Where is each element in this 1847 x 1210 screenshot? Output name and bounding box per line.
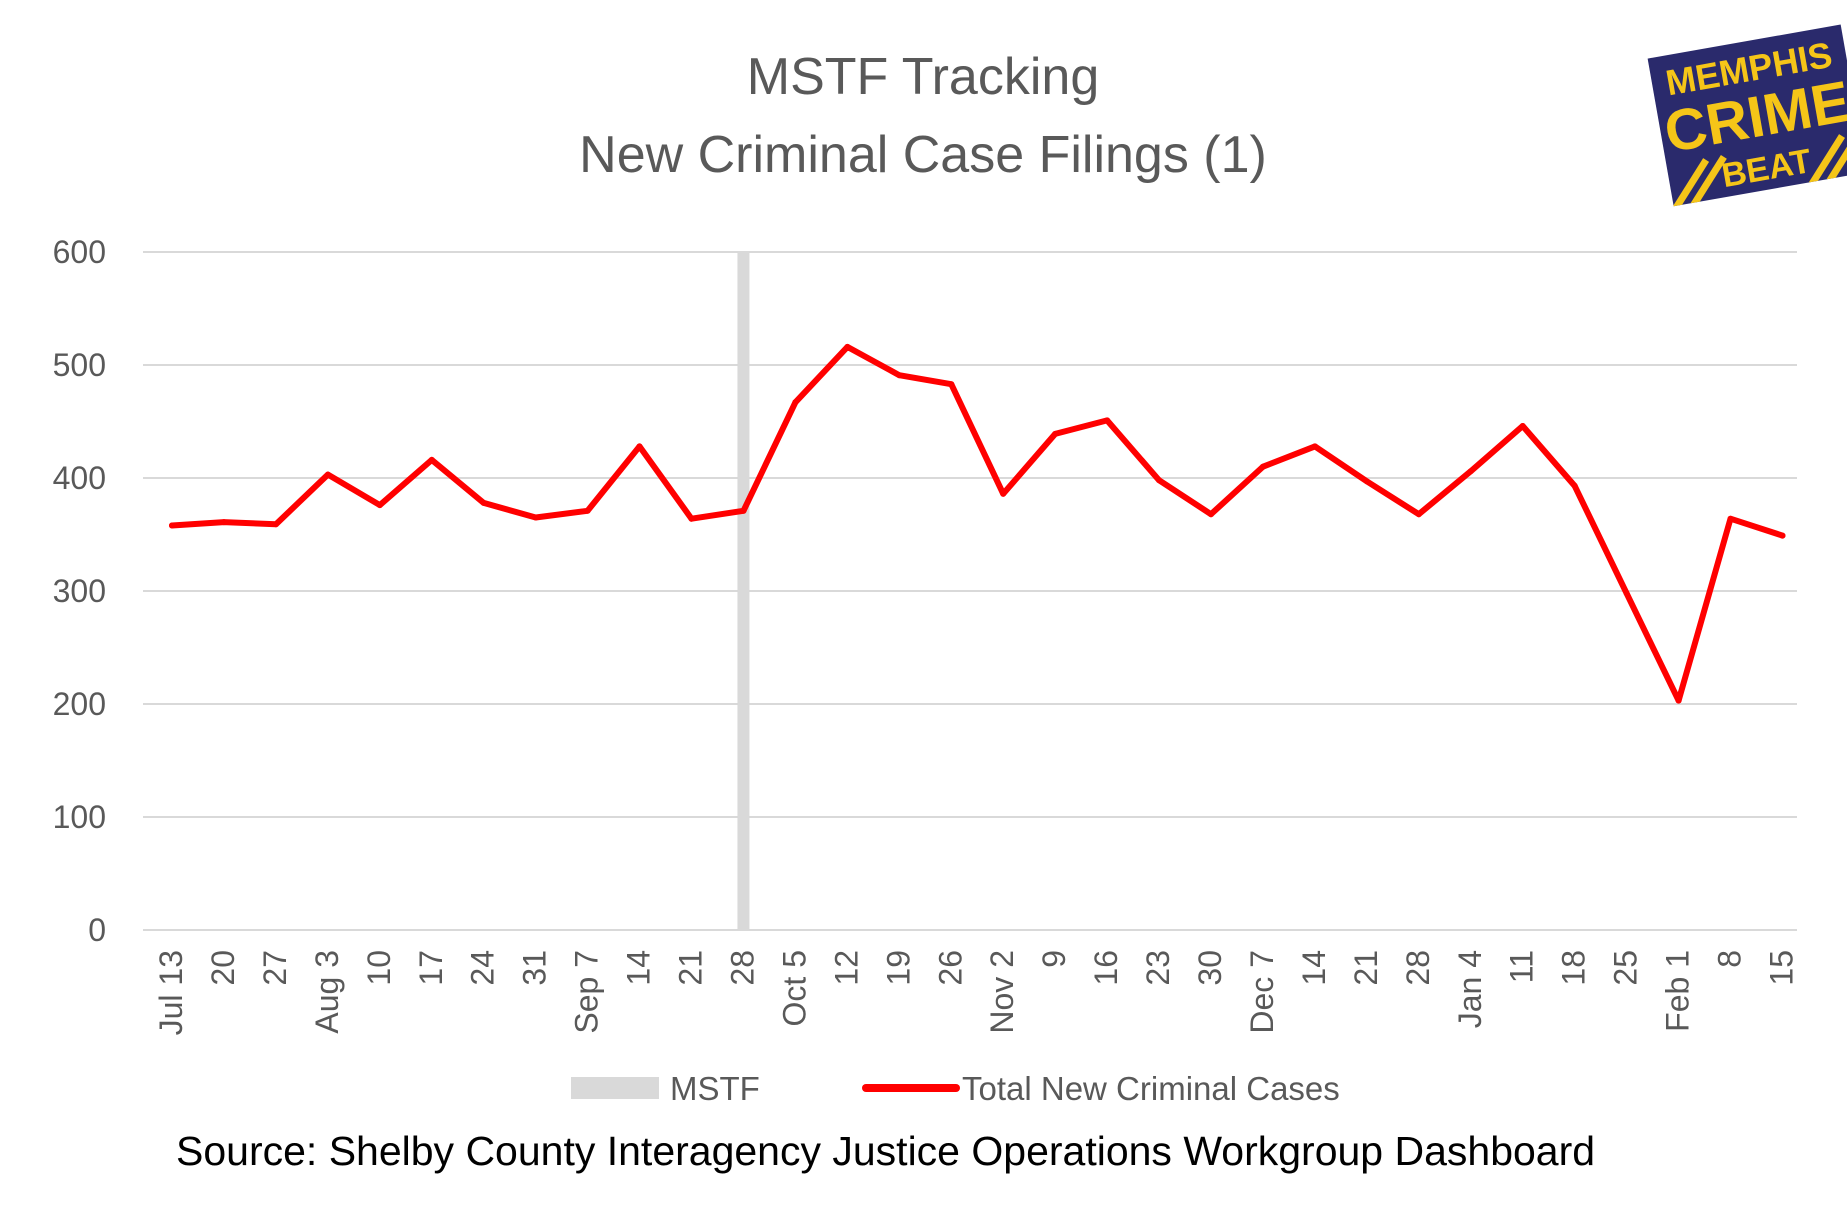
- x-tick-label: 24: [465, 950, 501, 986]
- data-point: [532, 514, 539, 521]
- x-tick-label: 19: [880, 950, 916, 986]
- data-point: [1727, 515, 1734, 522]
- x-tick-label: 26: [932, 950, 968, 986]
- logo-stripes: [1673, 131, 1847, 207]
- data-point: [1779, 532, 1786, 539]
- data-point: [1260, 463, 1266, 470]
- x-tick-label: 27: [257, 950, 293, 986]
- x-tick-label: 28: [724, 950, 760, 986]
- source-note: Source: Shelby County Interagency Justic…: [176, 1128, 1595, 1174]
- x-tick-label: Aug 3: [309, 950, 345, 1034]
- legend-mstf-label: MSTF: [670, 1070, 760, 1107]
- x-tick-label: Feb 1: [1660, 950, 1696, 1032]
- data-point: [1519, 423, 1526, 429]
- x-tick-label: 17: [413, 950, 449, 986]
- y-tick-label: 400: [53, 460, 106, 496]
- series-lines: [169, 343, 1786, 704]
- data-point: [376, 502, 383, 509]
- data-point: [428, 456, 435, 463]
- data-point: [1311, 443, 1318, 450]
- y-tick-label: 300: [53, 573, 106, 609]
- series-line-total-new-criminal-cases: [169, 343, 1786, 704]
- y-tick-label: 600: [53, 234, 106, 270]
- data-point: [636, 443, 643, 450]
- data-point: [1156, 477, 1163, 484]
- data-point: [1571, 482, 1578, 489]
- data-point: [1000, 490, 1007, 497]
- x-tick-label: Jul 13: [153, 950, 189, 1035]
- x-tick-label: Nov 2: [984, 950, 1020, 1034]
- data-point: [896, 372, 903, 379]
- legend-series-label: Total New Criminal Cases: [962, 1070, 1340, 1107]
- x-tick-label: 28: [1400, 950, 1436, 986]
- x-tick-label: 21: [1348, 950, 1384, 986]
- y-tick-label: 0: [88, 912, 106, 948]
- logo-stripe: [1808, 134, 1845, 186]
- y-tick-label: 100: [53, 799, 106, 835]
- data-point: [844, 343, 851, 350]
- x-tick-label: 23: [1140, 950, 1176, 986]
- data-point: [584, 507, 591, 514]
- grid: [143, 251, 1797, 931]
- y-tick-label: 500: [53, 347, 106, 383]
- x-tick-label: 12: [828, 950, 864, 986]
- data-point: [169, 522, 175, 529]
- x-tick-label: 25: [1608, 950, 1644, 986]
- x-tick-label: Dec 7: [1244, 950, 1280, 1034]
- legend: MSTF Total New Criminal Cases: [571, 1070, 1340, 1107]
- data-point: [1052, 430, 1059, 437]
- memphis-crime-beat-logo: MEMPHIS CRIME BEAT: [1647, 24, 1847, 207]
- logo-stripe: [1826, 131, 1847, 183]
- data-point: [1623, 590, 1630, 597]
- x-tick-label: 11: [1504, 950, 1540, 983]
- data-point: [948, 381, 955, 388]
- data-point: [1675, 697, 1682, 704]
- x-tick-label: 18: [1556, 950, 1592, 986]
- chart-subtitle: New Criminal Case Filings (1): [579, 126, 1267, 184]
- x-tick-label: 31: [517, 950, 553, 986]
- data-point: [1104, 417, 1111, 424]
- data-point: [1467, 468, 1474, 475]
- x-tick-label: 8: [1712, 950, 1748, 968]
- x-tick-label: 30: [1192, 950, 1228, 986]
- y-axis-labels: 0 100 200 300 400 500 600: [53, 234, 106, 948]
- data-point: [740, 507, 747, 514]
- logo-stripe: [1673, 158, 1710, 207]
- y-tick-label: 200: [53, 686, 106, 722]
- x-tick-label: 9: [1036, 950, 1072, 968]
- x-tick-label: 20: [205, 950, 241, 986]
- data-point: [688, 515, 695, 522]
- logo-stripe: [1690, 154, 1727, 207]
- data-point: [1363, 478, 1370, 485]
- x-tick-label: Jan 4: [1452, 950, 1488, 1028]
- data-point: [324, 471, 331, 478]
- x-tick-label: Oct 5: [776, 950, 812, 1026]
- data-point: [480, 499, 487, 506]
- data-point: [792, 399, 799, 406]
- data-point: [220, 519, 227, 526]
- x-tick-label: 16: [1088, 950, 1124, 986]
- x-tick-label: 10: [361, 950, 397, 986]
- x-axis-labels: Jul 13 20 27 Aug 3 10 17 24 31 Sep 7 14 21 28 Oct 5 1…: [153, 950, 1799, 1035]
- legend-mstf-swatch: [571, 1077, 659, 1099]
- x-tick-label: Sep 7: [569, 950, 605, 1034]
- data-point: [1208, 511, 1214, 518]
- data-point: [272, 521, 279, 528]
- x-tick-label: 14: [1296, 950, 1332, 986]
- chart-title: MSTF Tracking: [747, 48, 1100, 106]
- x-tick-label: 15: [1763, 950, 1799, 986]
- x-tick-label: 21: [673, 950, 709, 986]
- data-point: [1415, 511, 1422, 518]
- x-tick-label: 14: [621, 950, 657, 986]
